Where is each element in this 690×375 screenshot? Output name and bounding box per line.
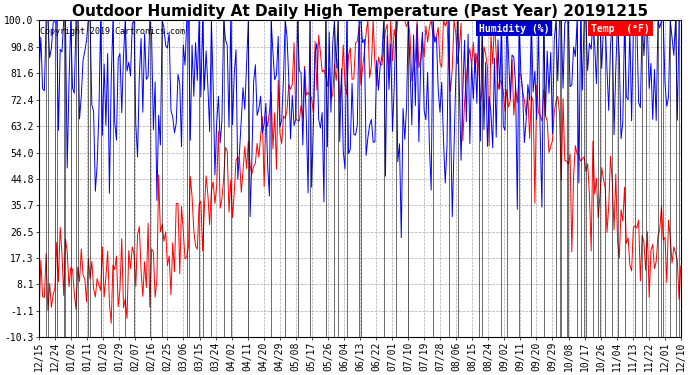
Text: Temp  (°F): Temp (°F) xyxy=(591,24,650,33)
Title: Outdoor Humidity At Daily High Temperature (Past Year) 20191215: Outdoor Humidity At Daily High Temperatu… xyxy=(72,4,648,19)
Text: Copyright 2019 Cartronics.com: Copyright 2019 Cartronics.com xyxy=(41,27,186,36)
Text: Humidity (%): Humidity (%) xyxy=(479,24,549,33)
